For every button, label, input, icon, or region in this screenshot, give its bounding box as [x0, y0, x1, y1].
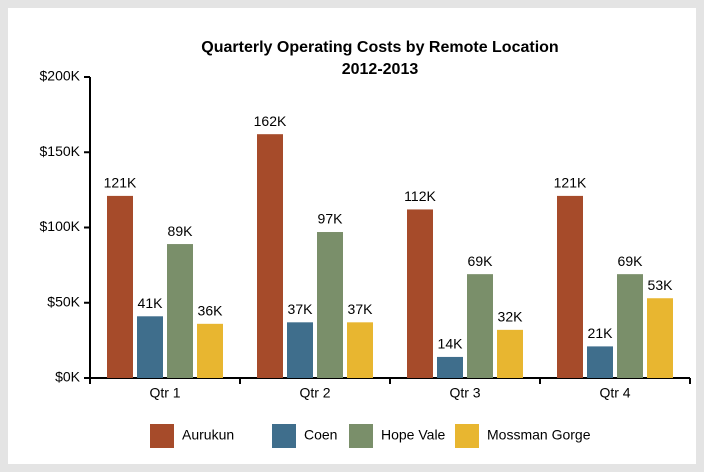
- bar: [317, 232, 343, 378]
- value-label: 36K: [198, 303, 224, 319]
- value-label: 97K: [318, 211, 344, 227]
- bar: [407, 209, 433, 378]
- value-label: 69K: [618, 253, 644, 269]
- legend-swatch: [272, 424, 296, 448]
- value-label: 162K: [254, 113, 287, 129]
- chart-title: Quarterly Operating Costs by Remote Loca…: [201, 39, 558, 56]
- legend-label: Coen: [304, 427, 337, 443]
- legend-swatch: [150, 424, 174, 448]
- bar: [137, 316, 163, 378]
- bar: [167, 244, 193, 378]
- bar: [557, 195, 583, 378]
- value-label: 14K: [438, 336, 464, 352]
- y-tick-label: $50K: [47, 293, 80, 309]
- bar: [647, 298, 673, 378]
- x-tick-label: Qtr 4: [599, 385, 630, 401]
- bar: [587, 346, 613, 378]
- x-tick-label: Qtr 2: [299, 385, 330, 401]
- bar: [617, 274, 643, 378]
- y-tick-label: $150K: [40, 143, 81, 159]
- bar: [467, 274, 493, 378]
- chart-subtitle: 2012-2013: [342, 61, 419, 78]
- legend-swatch: [455, 424, 479, 448]
- y-tick-label: $0K: [55, 369, 81, 385]
- bar: [257, 134, 283, 378]
- value-label: 121K: [554, 175, 587, 191]
- value-label: 41K: [138, 295, 164, 311]
- value-label: 21K: [588, 325, 614, 341]
- bar: [287, 322, 313, 378]
- bar: [107, 195, 133, 378]
- bar: [347, 322, 373, 378]
- legend-label: Aurukun: [182, 427, 234, 443]
- x-tick-label: Qtr 1: [149, 385, 180, 401]
- x-tick-label: Qtr 3: [449, 385, 480, 401]
- value-label: 89K: [168, 223, 194, 239]
- y-tick-label: $200K: [40, 68, 81, 84]
- value-label: 32K: [498, 309, 524, 325]
- value-label: 121K: [104, 175, 137, 191]
- value-label: 37K: [348, 301, 374, 317]
- value-label: 37K: [288, 301, 314, 317]
- value-label: 69K: [468, 253, 494, 269]
- legend-label: Mossman Gorge: [487, 427, 591, 443]
- value-label: 53K: [648, 277, 674, 293]
- legend-label: Hope Vale: [381, 427, 446, 443]
- bar: [197, 323, 223, 378]
- legend-swatch: [349, 424, 373, 448]
- bar: [437, 356, 463, 378]
- y-tick-label: $100K: [40, 218, 81, 234]
- bar: [497, 329, 523, 378]
- value-label: 112K: [404, 188, 436, 204]
